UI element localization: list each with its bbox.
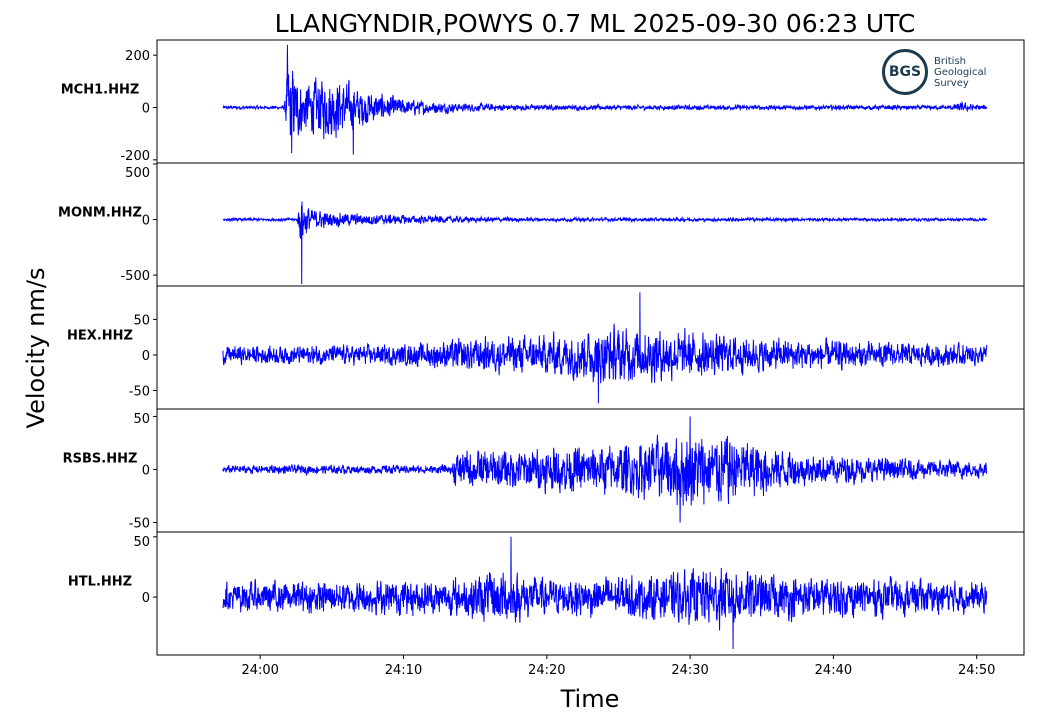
y-tick-label: 0 xyxy=(142,591,150,606)
x-tick-label: 24:40 xyxy=(815,663,852,678)
waveform-trace xyxy=(222,44,988,155)
y-axis-label: Velocity nm/s xyxy=(22,268,50,429)
y-tick-label: 50 xyxy=(133,313,150,328)
y-tick-label: -50 xyxy=(129,385,150,400)
y-tick-label: 0 xyxy=(142,214,150,229)
station-label: RSBS.HHZ xyxy=(63,452,138,467)
y-tick-label: 0 xyxy=(142,102,150,117)
waveform-trace xyxy=(222,536,988,650)
bgs-logo: BGS British Geological Survey xyxy=(882,44,1012,100)
y-tick-label: -50 xyxy=(129,516,150,531)
y-tick-label: 200 xyxy=(125,49,150,64)
station-label: MCH1.HHZ xyxy=(61,83,140,98)
chart-title: LLANGYNDIR,POWYS 0.7 ML 2025-09-30 06:23… xyxy=(275,9,916,38)
station-label: HTL.HHZ xyxy=(68,575,132,590)
panel-frame xyxy=(156,162,1025,287)
y-tick-label: 0 xyxy=(142,349,150,364)
station-label: MONM.HHZ xyxy=(58,206,142,221)
y-tick-label: 0 xyxy=(142,463,150,478)
y-tick-label: -500 xyxy=(120,269,150,284)
x-tick-label: 24:10 xyxy=(385,663,422,678)
panel-frame xyxy=(156,531,1025,656)
waveform-trace xyxy=(222,292,988,404)
y-tick-label: -200 xyxy=(120,149,150,164)
x-tick-label: 24:20 xyxy=(528,663,565,678)
logo-line: Geological xyxy=(934,66,987,78)
bgs-logo-mark: BGS xyxy=(882,49,928,95)
logo-line: Survey xyxy=(934,77,969,89)
x-tick-label: 24:00 xyxy=(241,663,278,678)
waveform-trace xyxy=(222,201,988,285)
logo-line: British xyxy=(934,55,966,67)
x-tick-label: 24:30 xyxy=(671,663,708,678)
x-axis-label: Time xyxy=(560,685,620,713)
station-label: HEX.HHZ xyxy=(67,329,133,344)
panel-frame xyxy=(156,285,1025,410)
y-tick-label: 50 xyxy=(133,535,150,550)
y-tick-label: 50 xyxy=(133,412,150,427)
waveform-trace xyxy=(222,416,988,523)
y-tick-label: 500 xyxy=(125,166,150,181)
x-tick-label: 24:50 xyxy=(958,663,995,678)
